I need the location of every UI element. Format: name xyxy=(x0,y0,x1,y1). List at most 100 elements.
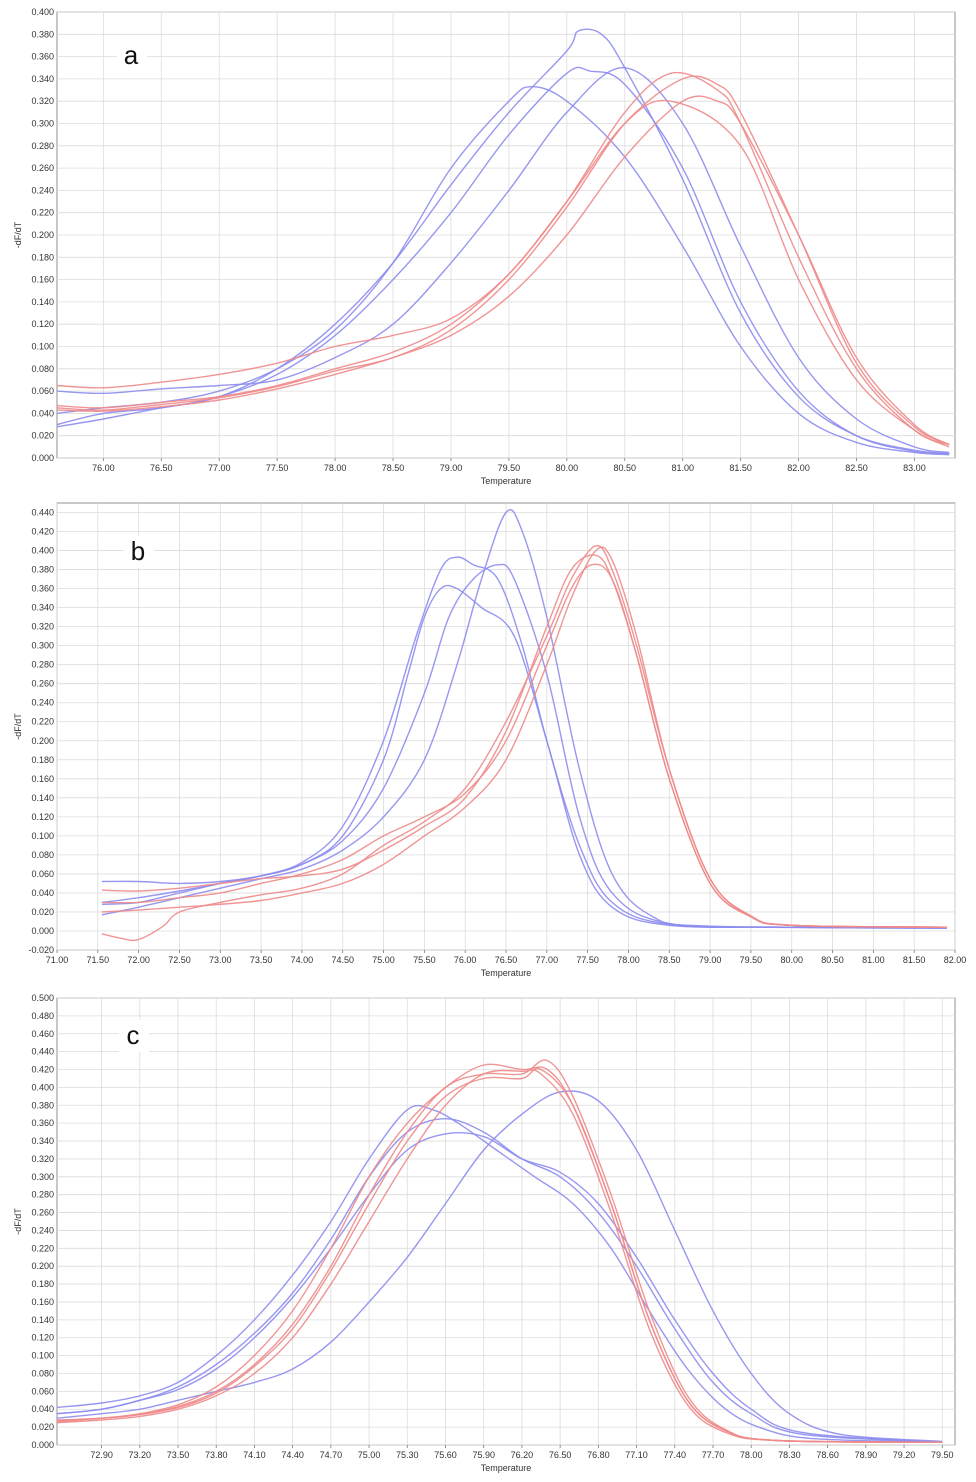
y-tick-label: 0.180 xyxy=(31,755,54,765)
y-tick-label: 0.160 xyxy=(31,774,54,784)
series-line-red xyxy=(101,546,947,928)
y-tick-label: 0.440 xyxy=(31,508,54,518)
x-tick-label: 82.00 xyxy=(787,463,810,473)
y-tick-label: 0.020 xyxy=(31,1422,54,1432)
x-tick-label: 79.50 xyxy=(740,955,763,965)
y-tick-label: 0.400 xyxy=(31,7,54,17)
x-tick-label: 75.30 xyxy=(396,1450,419,1460)
x-axis-label: Temperature xyxy=(481,1463,532,1473)
x-tick-label: 71.00 xyxy=(46,955,69,965)
x-tick-label: 81.00 xyxy=(862,955,885,965)
y-tick-label: 0.160 xyxy=(31,275,54,285)
x-tick-label: 72.50 xyxy=(168,955,191,965)
series-line-red xyxy=(56,1059,943,1443)
y-tick-label: 0.060 xyxy=(31,1386,54,1396)
panel-letter: b xyxy=(131,536,145,566)
x-tick-label: 74.40 xyxy=(281,1450,304,1460)
y-tick-label: 0.340 xyxy=(31,603,54,613)
y-tick-label: 0.380 xyxy=(31,1100,54,1110)
chart-panel-b: -0.020 0.000 0.020 0.040 0.060 0.080 0.100 0.12… xyxy=(13,502,966,978)
y-tick-label: 0.220 xyxy=(31,1243,54,1253)
x-tick-label: 83.00 xyxy=(903,463,926,473)
series-line-blue xyxy=(56,1131,943,1443)
x-tick-label: 74.50 xyxy=(331,955,354,965)
y-tick-label: 0.260 xyxy=(31,1208,54,1218)
y-tick-label: 0.140 xyxy=(31,793,54,803)
x-tick-label: 77.40 xyxy=(664,1450,687,1460)
chart-panel-c: 0.000 0.020 0.040 0.060 0.080 0.100 0.120 0.140… xyxy=(13,993,956,1473)
y-tick-label: 0.000 xyxy=(31,453,54,463)
x-tick-label: 80.50 xyxy=(614,463,637,473)
x-tick-label: 78.30 xyxy=(778,1450,801,1460)
plot-area xyxy=(56,997,956,1446)
chart-panel-a: 0.000 0.020 0.040 0.060 0.080 0.100 0.120 0.140… xyxy=(13,7,956,486)
x-tick-label: 77.10 xyxy=(625,1450,648,1460)
x-tick-label: 77.50 xyxy=(576,955,599,965)
x-tick-label: 80.50 xyxy=(821,955,844,965)
y-tick-label: 0.340 xyxy=(31,74,54,84)
panel-letter-bg xyxy=(124,536,154,568)
x-tick-label: 79.20 xyxy=(893,1450,916,1460)
series-line-blue xyxy=(101,563,947,929)
series-line-red xyxy=(56,95,950,446)
y-tick-label: 0.420 xyxy=(31,1065,54,1075)
y-tick-label: 0.340 xyxy=(31,1136,54,1146)
series-line-red xyxy=(101,563,947,928)
panel-letter: c xyxy=(127,1020,140,1050)
x-tick-label: 72.00 xyxy=(127,955,150,965)
y-tick-label: 0.120 xyxy=(31,812,54,822)
x-tick-label: 74.10 xyxy=(243,1450,266,1460)
series-line-blue xyxy=(56,28,950,455)
y-tick-label: 0.040 xyxy=(31,408,54,418)
x-tick-label: 76.50 xyxy=(549,1450,572,1460)
y-tick-label: 0.260 xyxy=(31,679,54,689)
x-tick-label: 71.50 xyxy=(87,955,110,965)
y-tick-label: 0.000 xyxy=(31,1440,54,1450)
y-tick-label: 0.080 xyxy=(31,1368,54,1378)
y-tick-label: 0.420 xyxy=(31,527,54,537)
x-tick-label: 81.00 xyxy=(671,463,694,473)
x-tick-label: 78.50 xyxy=(382,463,405,473)
y-tick-label: 0.380 xyxy=(31,29,54,39)
y-tick-label: 0.060 xyxy=(31,386,54,396)
x-tick-label: 75.00 xyxy=(358,1450,381,1460)
series-line-red xyxy=(56,75,950,446)
x-tick-label: 73.50 xyxy=(250,955,273,965)
y-tick-label: 0.240 xyxy=(31,698,54,708)
x-tick-label: 79.00 xyxy=(440,463,463,473)
panel-letter-bg xyxy=(119,1020,149,1052)
y-axis-label: -dF/dT xyxy=(13,221,23,248)
y-tick-label: 0.000 xyxy=(31,926,54,936)
x-tick-label: 78.00 xyxy=(617,955,640,965)
x-tick-label: 79.00 xyxy=(699,955,722,965)
x-tick-label: 73.80 xyxy=(205,1450,228,1460)
y-tick-label: 0.360 xyxy=(31,1118,54,1128)
y-tick-label: 0.100 xyxy=(31,831,54,841)
x-tick-label: 76.00 xyxy=(92,463,115,473)
x-tick-label: 76.80 xyxy=(587,1450,610,1460)
y-tick-label: -0.020 xyxy=(28,945,54,955)
y-tick-label: 0.280 xyxy=(31,660,54,670)
y-tick-label: 0.380 xyxy=(31,565,54,575)
x-tick-label: 78.00 xyxy=(740,1450,763,1460)
series-line-blue xyxy=(101,508,947,929)
series-line-blue xyxy=(56,86,950,456)
y-tick-label: 0.160 xyxy=(31,1297,54,1307)
x-tick-label: 72.90 xyxy=(90,1450,113,1460)
y-tick-label: 0.180 xyxy=(31,1279,54,1289)
y-tick-label: 0.120 xyxy=(31,319,54,329)
y-tick-label: 0.440 xyxy=(31,1047,54,1057)
y-tick-label: 0.320 xyxy=(31,96,54,106)
y-tick-label: 0.260 xyxy=(31,163,54,173)
y-tick-label: 0.280 xyxy=(31,1190,54,1200)
panel-letter: a xyxy=(124,40,139,70)
x-tick-label: 74.00 xyxy=(291,955,314,965)
y-tick-label: 0.300 xyxy=(31,119,54,129)
y-axis-label: -dF/dT xyxy=(13,1208,23,1235)
x-tick-label: 73.50 xyxy=(167,1450,190,1460)
y-tick-label: 0.100 xyxy=(31,342,54,352)
x-tick-label: 82.50 xyxy=(845,463,868,473)
x-tick-label: 75.60 xyxy=(434,1450,457,1460)
